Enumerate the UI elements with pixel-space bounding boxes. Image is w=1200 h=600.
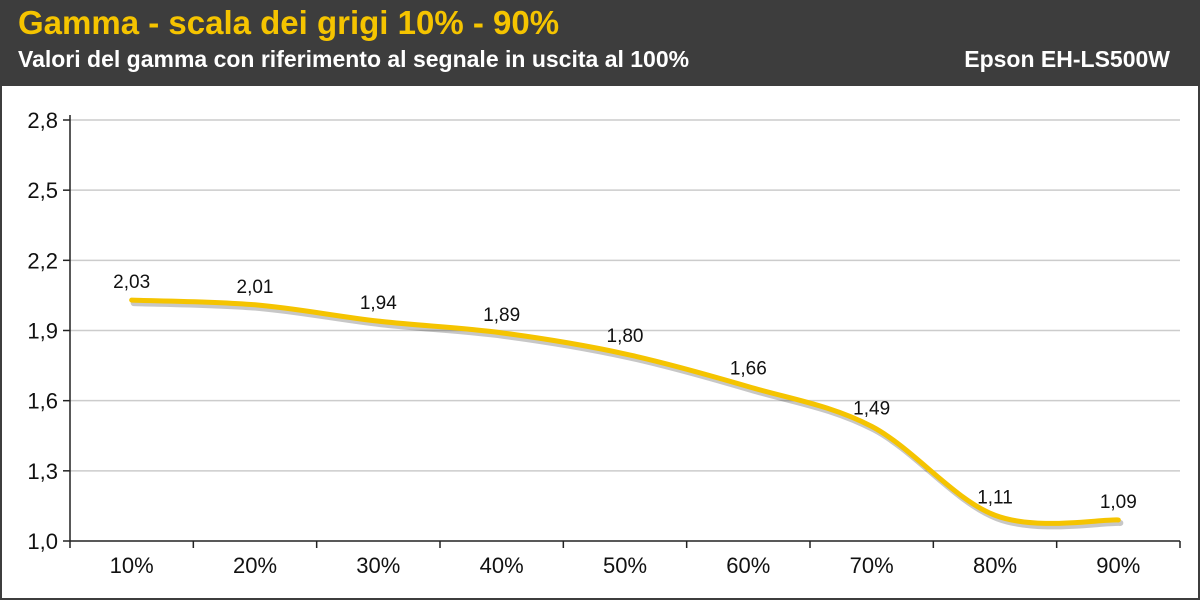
y-tick-label: 1,6 [27,389,58,414]
device-model-label: Epson EH-LS500W [964,46,1170,72]
data-label: 1,49 [853,398,890,419]
x-tick-label: 50% [603,553,647,578]
x-tick-label: 10% [110,553,154,578]
plot-border [0,86,1200,600]
data-label: 1,11 [977,487,1013,508]
y-tick-label: 1,3 [27,459,58,484]
y-tick-label: 1,0 [27,529,58,554]
data-label: 1,89 [483,305,520,326]
data-label: 1,94 [360,293,397,314]
x-tick-label: 80% [973,553,1017,578]
chart-subtitle: Valori del gamma con riferimento al segn… [18,46,690,72]
x-tick-label: 40% [480,553,524,578]
y-tick-label: 2,2 [27,248,58,273]
x-tick-label: 30% [356,553,400,578]
data-label: 2,01 [237,277,274,298]
data-label: 1,66 [730,359,767,380]
y-tick-label: 2,8 [27,108,58,133]
series-line [129,297,1121,526]
chart-header: Gamma - scala dei grigi 10% - 90% Valori… [0,0,1200,86]
data-label: 1,09 [1100,492,1137,513]
x-tick-label: 20% [233,553,277,578]
x-tick-label: 60% [726,553,770,578]
y-tick-label: 2,5 [27,178,58,203]
x-tick-label: 90% [1096,553,1140,578]
data-label: 2,03 [113,272,150,293]
x-tick-label: 70% [850,553,894,578]
y-tick-label: 1,9 [27,319,58,344]
chart-title: Gamma - scala dei grigi 10% - 90% [18,4,560,41]
data-label: 1,80 [607,326,644,347]
